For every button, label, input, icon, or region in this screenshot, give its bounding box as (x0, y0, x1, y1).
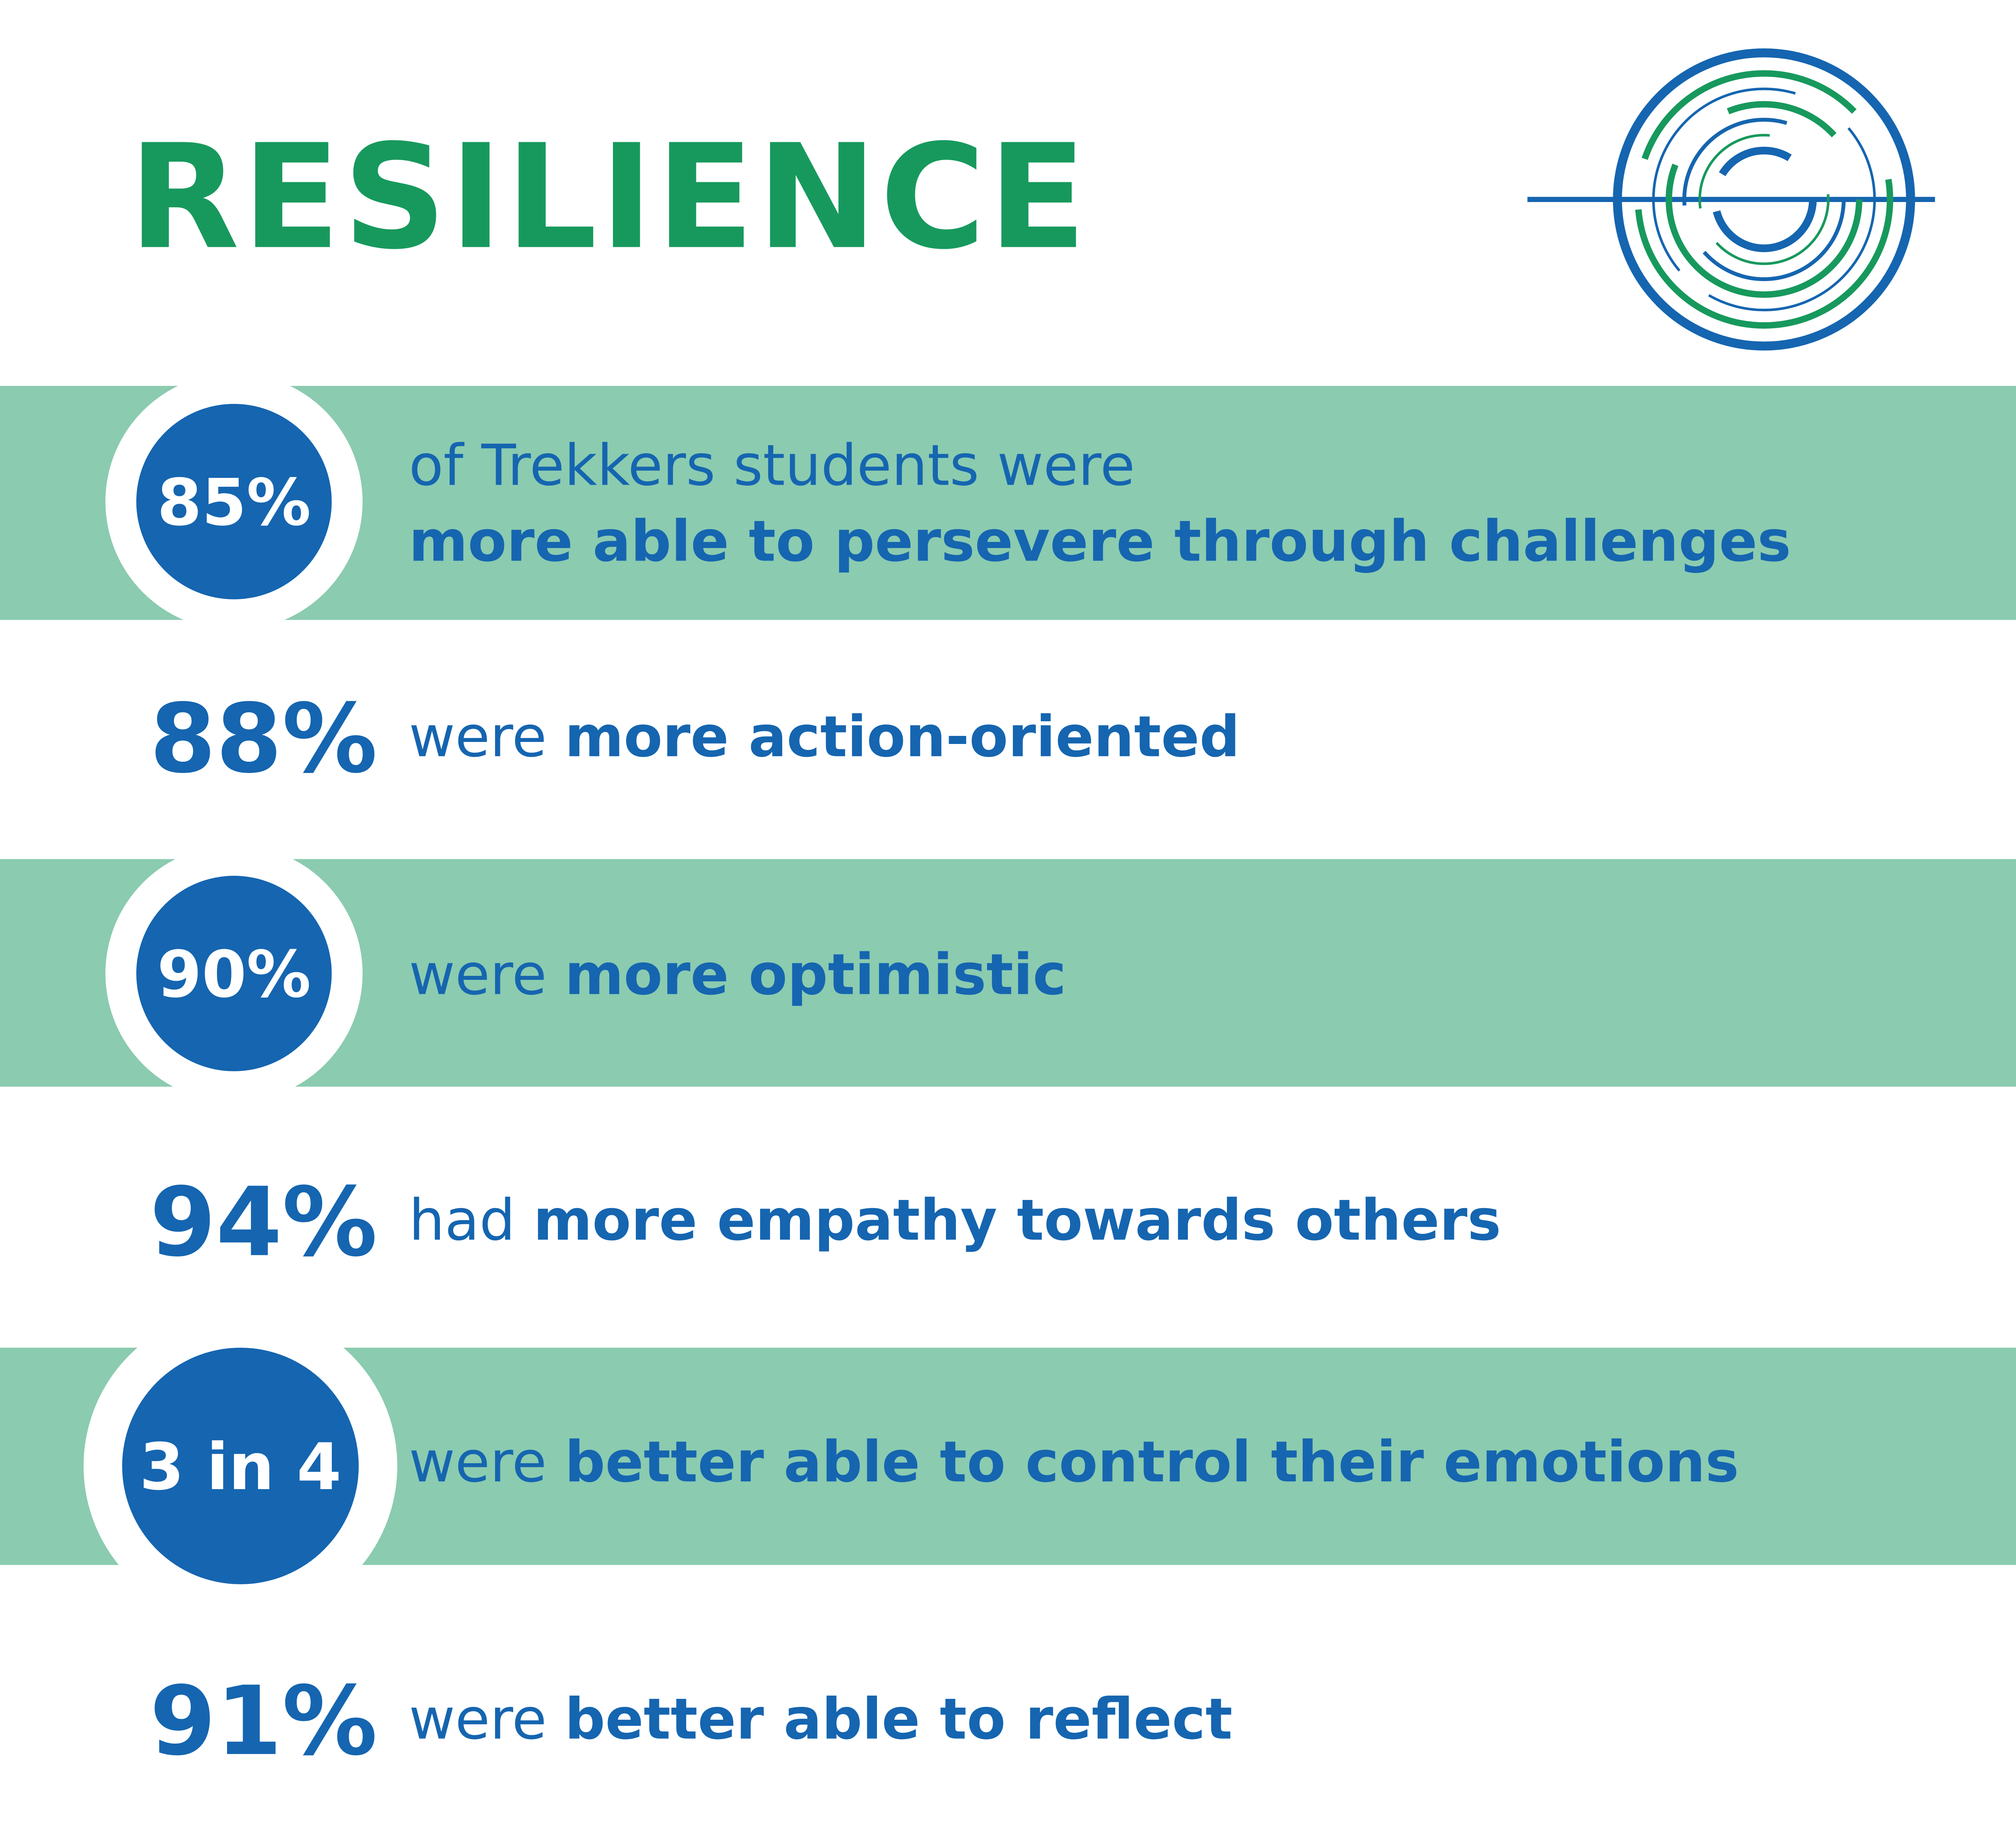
stat-lead: were (409, 942, 547, 1008)
stat-text: were more action-oriented (409, 704, 1240, 770)
stat-text: were better able to reflect (409, 1687, 1233, 1752)
stat-row: 91% were better able to reflect (150, 1666, 1232, 1777)
stat-text: had more empathy towards others (409, 1188, 1501, 1253)
stat-emphasis: more action-oriented (565, 704, 1240, 770)
stat-lead: of Trekkers students were (409, 433, 1135, 499)
stat-value: 91% (150, 1666, 377, 1777)
badge (136, 404, 332, 600)
badge (136, 875, 332, 1071)
stat-text: were better able to control their emotion… (409, 1429, 1739, 1495)
stat-row: 88% were more action-oriented (150, 683, 1240, 794)
stat-lead: had (409, 1188, 515, 1253)
stat-emphasis: better able to control their emotions (565, 1429, 1739, 1495)
stat-value: 88% (150, 683, 377, 794)
stat-emphasis: more empathy towards others (533, 1188, 1501, 1253)
stat-row: 85% of Trekkers students were more able to… (0, 373, 2016, 630)
stat-lead: were (409, 1429, 547, 1495)
stat-value: 85% (157, 465, 311, 540)
stat-row: 90% were more optimistic (0, 845, 2016, 1102)
logo (1527, 48, 1935, 351)
stat-emphasis: more optimistic (565, 942, 1066, 1008)
page-title: RESILIENCE (129, 114, 1089, 281)
stat-value: 90% (157, 937, 311, 1012)
stat-value: 3 in 4 (140, 1429, 342, 1504)
stat-emphasis: more able to persevere through challenge… (409, 509, 1791, 575)
stat-lead: were (409, 704, 547, 770)
stat-row: 94% had more empathy towards others (150, 1167, 1501, 1278)
stat-lead: were (409, 1687, 547, 1752)
stat-text: were more optimistic (409, 942, 1066, 1008)
stat-row: 3 in 4 were better able to control their e… (0, 1309, 2016, 1623)
stat-value: 94% (150, 1167, 377, 1278)
stat-emphasis: better able to reflect (565, 1687, 1233, 1752)
badge (122, 1348, 359, 1584)
